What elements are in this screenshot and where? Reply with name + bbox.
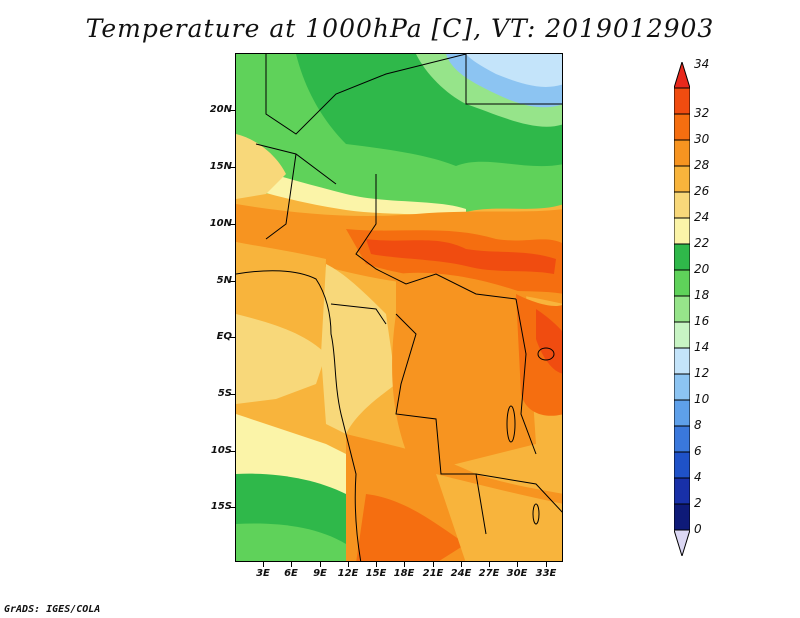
- colorbar-segment: [674, 295, 690, 323]
- colorbar-label: 0: [694, 522, 702, 536]
- lat-tick: [229, 337, 235, 338]
- colorbar-segment: [674, 451, 690, 479]
- colorbar-label: 16: [694, 314, 710, 328]
- temperature-map: [235, 53, 563, 562]
- lat-label: 5N: [216, 275, 232, 286]
- lat-label: 10N: [209, 218, 232, 229]
- colorbar-label: 26: [694, 184, 710, 198]
- lon-tick: [376, 562, 377, 567]
- lon-tick: [320, 562, 321, 567]
- lon-label: 27E: [478, 568, 500, 579]
- colorbar-label: 30: [694, 132, 710, 146]
- colorbar-segment: [674, 477, 690, 505]
- lon-tick: [348, 562, 349, 567]
- colorbar-segment: [674, 113, 690, 141]
- lat-tick: [229, 224, 235, 225]
- colorbar-label: 2: [694, 496, 702, 510]
- lon-tick: [461, 562, 462, 567]
- lon-label: 18E: [393, 568, 415, 579]
- colorbar-label: 6: [694, 444, 702, 458]
- lat-tick: [229, 110, 235, 111]
- lon-tick: [546, 562, 547, 567]
- lon-label: 21E: [422, 568, 444, 579]
- colorbar-segment: [674, 373, 690, 401]
- lat-label: 15N: [209, 161, 232, 172]
- lon-tick: [489, 562, 490, 567]
- colorbar-label: 18: [694, 288, 710, 302]
- colorbar-label: 8: [694, 418, 702, 432]
- colorbar-label: 32: [694, 106, 710, 120]
- lon-label: 30E: [506, 568, 528, 579]
- colorbar-label: 22: [694, 236, 710, 250]
- lon-label: 15E: [365, 568, 387, 579]
- lon-tick: [404, 562, 405, 567]
- colorbar-segment: [674, 425, 690, 453]
- colorbar-segment: [674, 87, 690, 115]
- lon-tick: [517, 562, 518, 567]
- colorbar-segment: [674, 217, 690, 245]
- lon-label: 24E: [450, 568, 472, 579]
- lat-tick: [229, 281, 235, 282]
- lat-label: 20N: [209, 104, 232, 115]
- lat-label: 5S: [217, 388, 232, 399]
- colorbar-label: 24: [694, 210, 710, 224]
- colorbar-segment: [674, 503, 690, 531]
- colorbar-segment: [674, 347, 690, 375]
- temperature-field: [236, 54, 562, 561]
- lon-tick: [433, 562, 434, 567]
- colorbar-svg: [674, 62, 690, 556]
- lat-label: EQ: [216, 331, 232, 342]
- plot-title: Temperature at 1000hPa [C], VT: 20190129…: [85, 14, 715, 43]
- colorbar-segment: [674, 139, 690, 167]
- colorbar-label: 28: [694, 158, 710, 172]
- lon-tick: [291, 562, 292, 567]
- colorbar-segment: [674, 321, 690, 349]
- lat-tick: [229, 451, 235, 452]
- lon-label: 33E: [535, 568, 557, 579]
- colorbar-segment: [674, 165, 690, 193]
- colorbar-segment: [674, 269, 690, 297]
- colorbar-label: 20: [694, 262, 710, 276]
- lat-tick: [229, 167, 235, 168]
- lon-label: 6E: [284, 568, 298, 579]
- colorbar-top-triangle: [674, 62, 690, 89]
- credit-footer: GrADS: IGES/COLA: [4, 604, 101, 615]
- lon-label: 9E: [313, 568, 327, 579]
- lon-tick: [263, 562, 264, 567]
- lon-label: 12E: [337, 568, 359, 579]
- colorbar-label: 12: [694, 366, 710, 380]
- colorbar-segment: [674, 399, 690, 427]
- colorbar-bottom-triangle: [674, 529, 690, 556]
- lat-label: 10S: [210, 445, 232, 456]
- colorbar-label: 4: [694, 470, 702, 484]
- lat-label: 15S: [210, 501, 232, 512]
- colorbar-segment: [674, 243, 690, 271]
- lon-label: 3E: [256, 568, 270, 579]
- colorbar-label: 14: [694, 340, 710, 354]
- colorbar-segment: [674, 191, 690, 219]
- lat-tick: [229, 507, 235, 508]
- colorbar-label: 10: [694, 392, 710, 406]
- colorbar-label: 34: [694, 57, 710, 71]
- lat-tick: [229, 394, 235, 395]
